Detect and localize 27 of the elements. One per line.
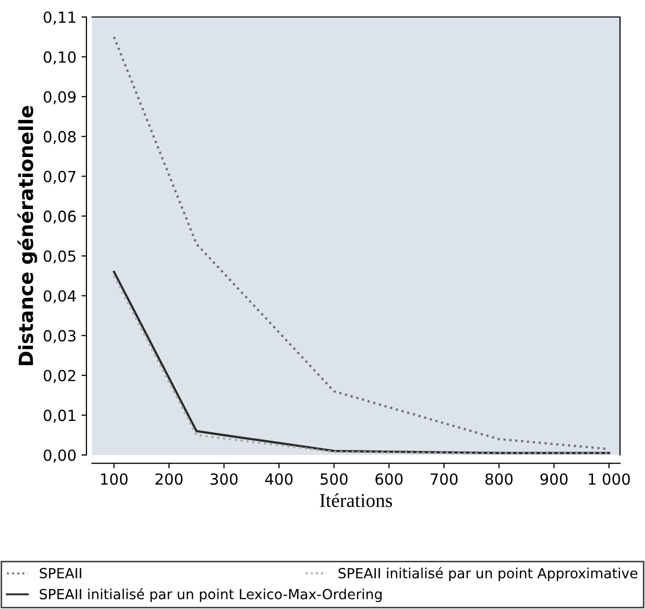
x-tick-label: 200 [156,473,183,485]
y-tick-label: 0,03 [44,330,76,344]
x-tick-label: 700 [430,473,458,485]
y-tick-label: 0,11 [44,11,76,25]
y-tick-label: 0,07 [44,170,76,184]
y-tick-label: 0,04 [44,290,76,304]
x-tick-label: 100 [101,473,128,485]
x-tick-label: 800 [485,473,513,485]
y-tick-label: 0,01 [44,410,76,423]
y-tick-label: 0,06 [44,210,76,224]
x-tick-label: 500 [320,473,348,485]
x-tick-label: 300 [210,473,238,485]
x-tick-label: 1 000 [588,473,630,485]
y-tick-label: 0,00 [44,449,76,463]
y-tick-label: 0,10 [44,51,76,64]
legend-label: SPEAII [40,568,82,578]
x-tick-label: 600 [375,473,403,485]
y-tick-label: 0,08 [44,130,76,144]
legend-label: SPEAII initialisé par un point Approximative [338,567,638,582]
legend-label: SPEAII initialisé par un point Lexico-Max-Ordering [40,588,382,602]
x-tick-label: 400 [265,473,293,485]
y-tick-label: 0,02 [44,370,76,383]
x-axis-title: Itérations [320,493,392,508]
y-tick-label: 0,05 [44,250,76,264]
y-axis-title: Distance générationelle [17,106,38,366]
x-tick-label: 900 [540,473,568,485]
y-tick-label: 0,09 [44,91,76,104]
